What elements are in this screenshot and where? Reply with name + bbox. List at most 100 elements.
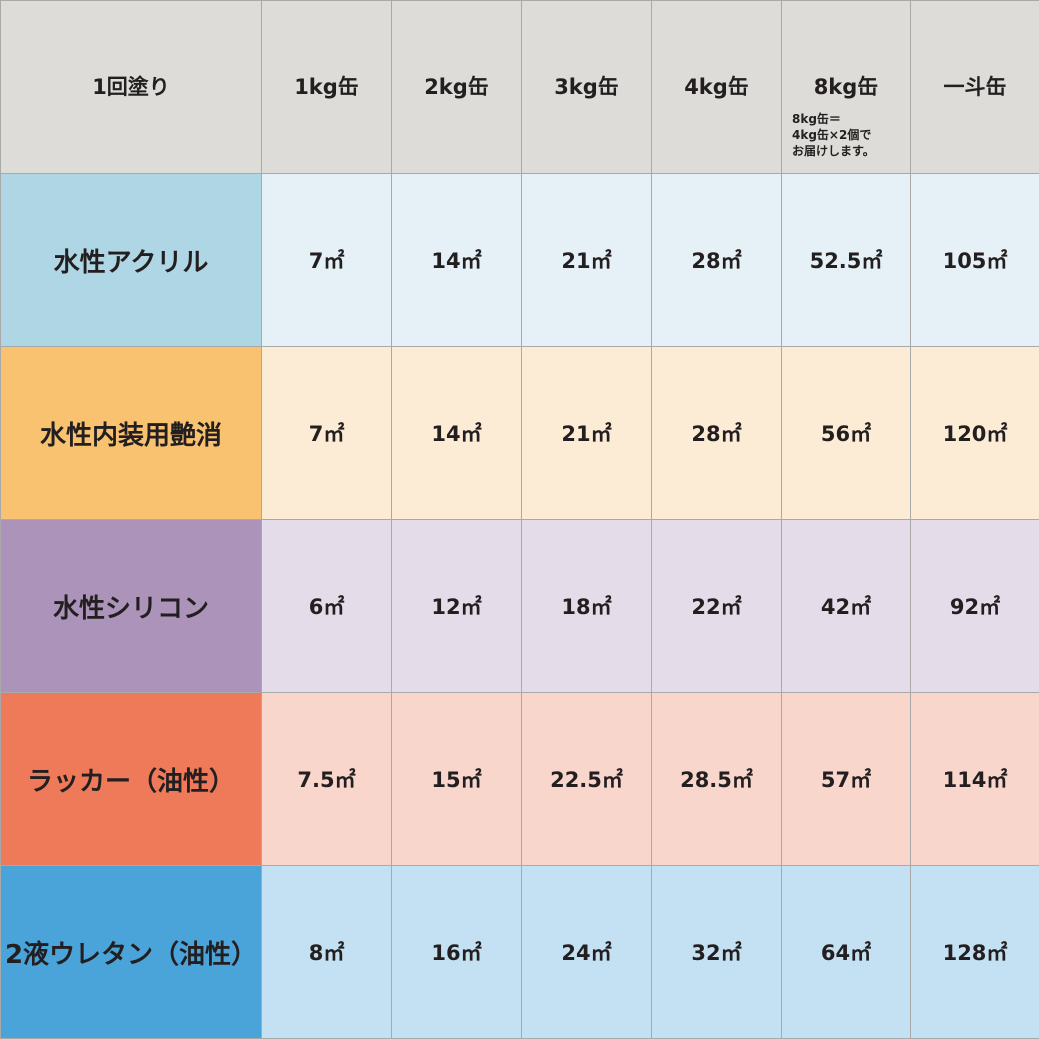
- coverage-value: 32: [691, 941, 721, 965]
- coverage-cell: 16㎡: [391, 865, 522, 1039]
- unit-label: ㎡: [850, 941, 872, 965]
- unit-label: ㎡: [590, 422, 612, 446]
- coverage-cell: 56㎡: [781, 346, 911, 520]
- unit-label: ㎡: [850, 422, 872, 446]
- unit-label: ㎡: [323, 422, 345, 446]
- coverage-value: 56: [820, 422, 851, 446]
- unit-label: ㎡: [979, 595, 1001, 619]
- coverage-cell: 15㎡: [391, 692, 522, 866]
- coverage-value: 21: [561, 249, 591, 273]
- table-row: 2液ウレタン（油性） 8㎡ 16㎡ 24㎡ 32㎡ 64㎡ 128㎡: [0, 865, 1039, 1039]
- coverage-cell: 52.5㎡: [781, 173, 911, 347]
- coverage-cell: 105㎡: [910, 173, 1039, 347]
- unit-label: ㎡: [986, 768, 1008, 792]
- coverage-cell: 6㎡: [261, 519, 392, 693]
- table-body: 水性アクリル 7㎡ 14㎡ 21㎡ 28㎡ 52.5㎡ 105㎡ 水性内装用艶消 7㎡ 14㎡ 21…: [0, 173, 1039, 1039]
- coverage-cell: 22㎡: [651, 519, 782, 693]
- unit-label: ㎡: [460, 941, 482, 965]
- unit-label: ㎡: [720, 249, 742, 273]
- coverage-cell: 12㎡: [391, 519, 522, 693]
- table-row: 水性シリコン 6㎡ 12㎡ 18㎡ 22㎡ 42㎡ 92㎡: [0, 519, 1039, 693]
- coverage-cell: 28.5㎡: [651, 692, 782, 866]
- coverage-value: 22: [691, 595, 721, 619]
- coverage-value: 92: [949, 595, 980, 619]
- coverage-value: 42: [820, 595, 851, 619]
- row-label: ラッカー（油性）: [0, 692, 262, 866]
- header-note-line: 8kg缶＝: [792, 112, 841, 126]
- row-label: 水性アクリル: [0, 173, 262, 347]
- coverage-value: 12: [431, 595, 461, 619]
- coverage-cell: 7㎡: [261, 346, 392, 520]
- unit-label: ㎡: [731, 768, 753, 792]
- unit-label: ㎡: [323, 595, 345, 619]
- coverage-cell: 22.5㎡: [521, 692, 652, 866]
- coverage-cell: 24㎡: [521, 865, 652, 1039]
- coverage-value: 16: [431, 941, 461, 965]
- unit-label: ㎡: [861, 249, 883, 273]
- header-column-label: 8kg缶: [813, 75, 879, 99]
- row-label: 2液ウレタン（油性）: [0, 865, 262, 1039]
- coverage-value: 105: [942, 249, 987, 273]
- coverage-cell: 14㎡: [391, 346, 522, 520]
- unit-label: ㎡: [590, 595, 612, 619]
- coverage-cell: 8㎡: [261, 865, 392, 1039]
- table-row: 水性内装用艶消 7㎡ 14㎡ 21㎡ 28㎡ 56㎡ 120㎡: [0, 346, 1039, 520]
- coverage-value: 21: [561, 422, 591, 446]
- unit-label: ㎡: [986, 941, 1008, 965]
- unit-label: ㎡: [601, 768, 623, 792]
- unit-label: ㎡: [460, 768, 482, 792]
- coverage-value: 52.5: [809, 249, 862, 273]
- row-label: 水性内装用艶消: [0, 346, 262, 520]
- coverage-cell: 114㎡: [910, 692, 1039, 866]
- coverage-value: 18: [561, 595, 591, 619]
- coverage-cell: 64㎡: [781, 865, 911, 1039]
- coverage-value: 64: [820, 941, 851, 965]
- coverage-value: 15: [431, 768, 461, 792]
- coverage-value: 14: [431, 422, 461, 446]
- unit-label: ㎡: [986, 249, 1008, 273]
- coverage-value: 28: [691, 249, 721, 273]
- coverage-cell: 42㎡: [781, 519, 911, 693]
- unit-label: ㎡: [720, 941, 742, 965]
- unit-label: ㎡: [460, 422, 482, 446]
- header-column-label: 3kg缶: [554, 75, 619, 99]
- coverage-value: 22.5: [550, 768, 602, 792]
- coverage-cell: 92㎡: [910, 519, 1039, 693]
- coverage-value: 7: [308, 422, 324, 446]
- coverage-value: 114: [942, 768, 987, 792]
- coverage-value: 120: [942, 422, 987, 446]
- coverage-cell: 28㎡: [651, 173, 782, 347]
- header-column-label: 一斗缶: [943, 75, 1007, 99]
- unit-label: ㎡: [334, 768, 356, 792]
- coverage-value: 28: [691, 422, 721, 446]
- header-row: 1回塗り 1kg缶 2kg缶 3kg缶 4kg缶 8kg缶 8kg缶＝ 4kg缶×2個で お届…: [0, 0, 1039, 174]
- coverage-cell: 21㎡: [521, 173, 652, 347]
- coverage-cell: 18㎡: [521, 519, 652, 693]
- coverage-value: 8: [308, 941, 324, 965]
- header-column-label: 4kg缶: [684, 75, 749, 99]
- unit-label: ㎡: [460, 595, 482, 619]
- unit-label: ㎡: [590, 249, 612, 273]
- header-corner: 1回塗り: [0, 0, 262, 174]
- coverage-value: 6: [308, 595, 324, 619]
- coverage-value: 57: [820, 768, 851, 792]
- header-column: 4kg缶: [651, 0, 782, 174]
- coverage-cell: 120㎡: [910, 346, 1039, 520]
- unit-label: ㎡: [986, 422, 1008, 446]
- header-column: 1kg缶: [261, 0, 392, 174]
- unit-label: ㎡: [720, 422, 742, 446]
- header-column: 8kg缶 8kg缶＝ 4kg缶×2個で お届けします。: [781, 0, 911, 174]
- header-note-line: お届けします。: [792, 144, 875, 158]
- header-note-line: 4kg缶×2個で: [792, 128, 872, 142]
- coverage-cell: 7㎡: [261, 173, 392, 347]
- unit-label: ㎡: [323, 941, 345, 965]
- coverage-cell: 32㎡: [651, 865, 782, 1039]
- table-row: 水性アクリル 7㎡ 14㎡ 21㎡ 28㎡ 52.5㎡ 105㎡: [0, 173, 1039, 347]
- header-note: 8kg缶＝ 4kg缶×2個で お届けします。: [792, 111, 875, 159]
- unit-label: ㎡: [323, 249, 345, 273]
- coverage-value: 128: [942, 941, 987, 965]
- row-label: 水性シリコン: [0, 519, 262, 693]
- header-column: 2kg缶: [391, 0, 522, 174]
- unit-label: ㎡: [590, 941, 612, 965]
